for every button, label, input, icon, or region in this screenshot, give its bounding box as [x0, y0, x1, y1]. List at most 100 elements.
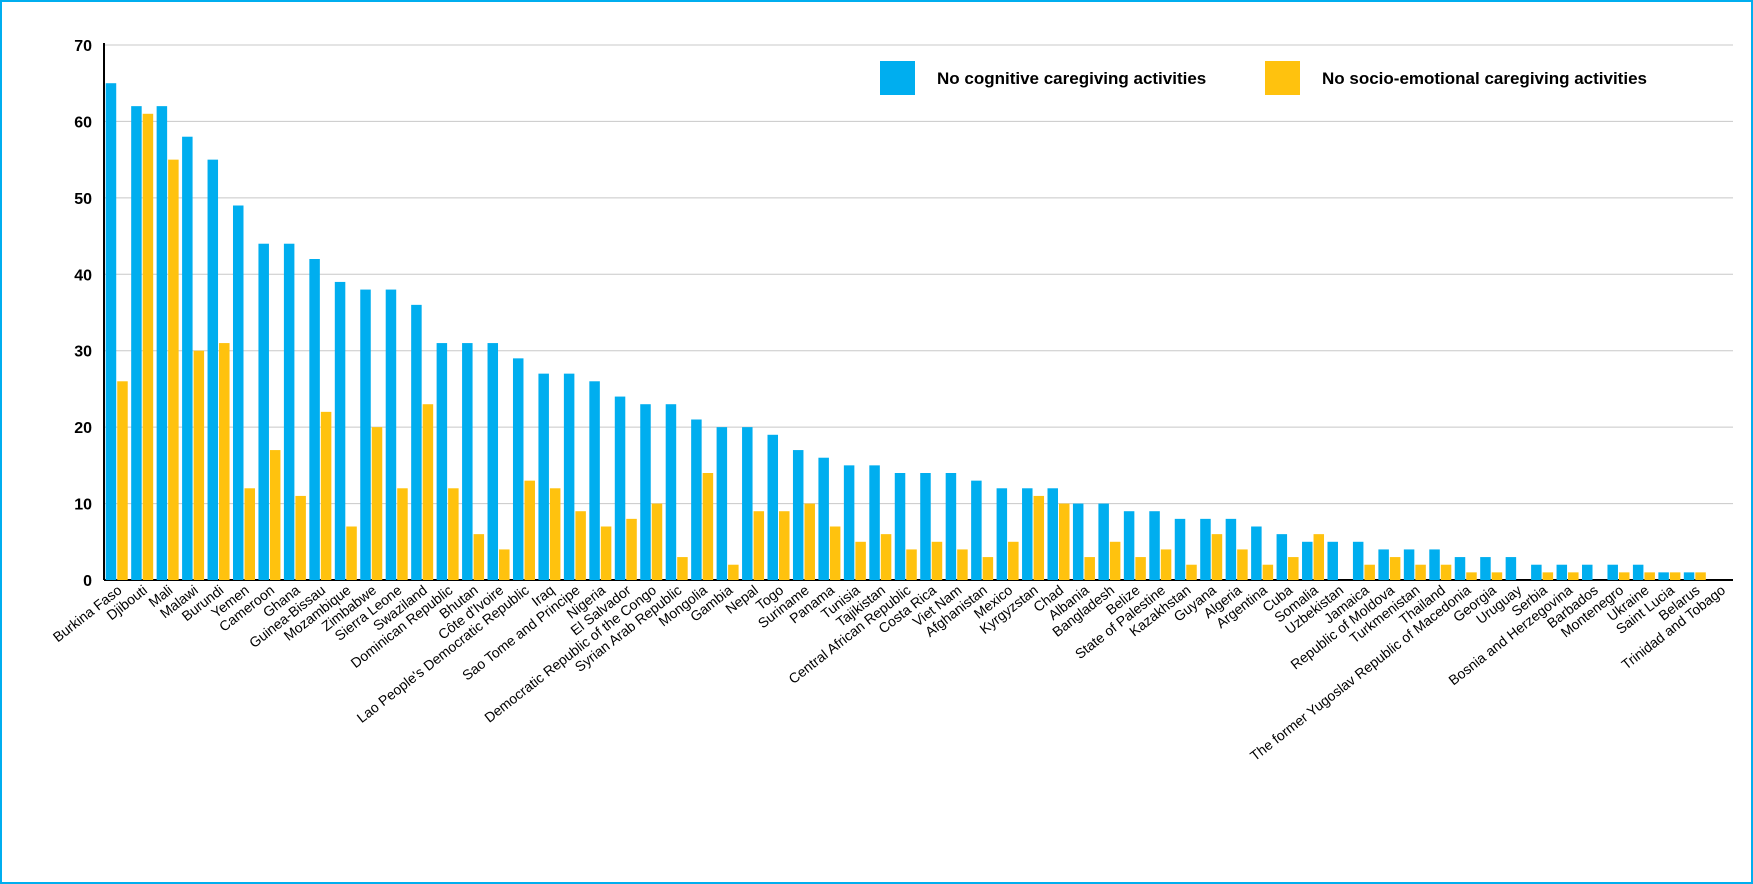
bar-cognitive — [563, 373, 575, 580]
bar-cognitive — [1505, 557, 1517, 580]
bar-cognitive — [691, 419, 702, 580]
bar-socio-emotional — [829, 526, 841, 580]
bar-socio-emotional — [244, 488, 255, 580]
bar-socio-emotional — [982, 557, 994, 580]
y-tick-label: 0 — [83, 573, 92, 590]
bar-cognitive — [1658, 572, 1669, 580]
bar-socio-emotional — [600, 526, 612, 580]
bar-socio-emotional — [1568, 572, 1579, 580]
bar-cognitive — [1582, 564, 1593, 580]
bar-socio-emotional — [931, 541, 943, 580]
bar-socio-emotional — [702, 473, 714, 580]
bar-socio-emotional — [1491, 572, 1503, 580]
bar-cognitive — [792, 450, 804, 580]
bar-cognitive — [258, 243, 269, 580]
bar-cognitive — [1454, 557, 1466, 580]
bar-socio-emotional — [1186, 564, 1197, 580]
y-tick-label: 50 — [74, 191, 92, 208]
bar-socio-emotional — [269, 450, 281, 580]
bar-cognitive — [283, 243, 295, 580]
bar-cognitive — [1225, 518, 1237, 580]
bar-socio-emotional — [1644, 572, 1655, 580]
bar-cognitive — [131, 106, 142, 581]
bar-socio-emotional — [1135, 557, 1146, 580]
bar-cognitive — [182, 136, 193, 580]
bar-socio-emotional — [1262, 564, 1274, 580]
bar-cognitive — [1149, 511, 1160, 580]
bar-socio-emotional — [1618, 572, 1630, 580]
bar-socio-emotional — [1313, 534, 1325, 580]
bar-cognitive — [996, 488, 1008, 580]
bar-cognitive — [207, 159, 219, 580]
bar-cognitive — [232, 205, 244, 580]
bar-socio-emotional — [1058, 503, 1070, 580]
bar-socio-emotional — [397, 488, 408, 580]
bar-cognitive — [843, 465, 855, 580]
bar-socio-emotional — [855, 541, 866, 580]
bar-socio-emotional — [448, 488, 459, 580]
legend-label: No cognitive caregiving activities — [937, 69, 1206, 88]
bar-cognitive — [512, 358, 524, 580]
bar-cognitive — [462, 343, 473, 580]
bar-socio-emotional — [499, 549, 510, 580]
bar-socio-emotional — [549, 488, 561, 580]
bar-cognitive — [665, 404, 677, 580]
bar-cognitive — [640, 404, 651, 580]
bar-cognitive — [334, 281, 346, 580]
bar-cognitive — [920, 473, 931, 580]
bar-socio-emotional — [779, 511, 790, 580]
bar-socio-emotional — [753, 511, 765, 580]
bar-socio-emotional — [1364, 564, 1375, 580]
y-tick-label: 70 — [74, 38, 92, 55]
bar-socio-emotional — [346, 526, 357, 580]
bar-cognitive — [1047, 488, 1058, 580]
bar-cognitive — [1352, 541, 1364, 580]
bar-cognitive — [1607, 564, 1618, 580]
bar-socio-emotional — [1288, 557, 1299, 580]
bar-cognitive — [436, 343, 448, 580]
bar-socio-emotional — [320, 411, 332, 580]
bar-socio-emotional — [1211, 534, 1223, 580]
bar-cognitive — [411, 304, 422, 580]
bar-socio-emotional — [371, 427, 383, 580]
bar-socio-emotional — [1669, 572, 1681, 580]
bar-socio-emotional — [473, 534, 485, 580]
bar-socio-emotional — [1160, 549, 1172, 580]
bar-socio-emotional — [524, 480, 535, 580]
bar-cognitive — [1123, 511, 1135, 580]
bar-cognitive — [1327, 541, 1338, 580]
bar-cognitive — [1403, 549, 1415, 580]
bar-cognitive — [1556, 564, 1568, 580]
legend-label: No socio-emotional caregiving activities — [1322, 69, 1647, 88]
bar-cognitive — [894, 473, 906, 580]
bar-cognitive — [1022, 488, 1033, 580]
bar-cognitive — [971, 480, 982, 580]
bar-socio-emotional — [880, 534, 892, 580]
bar-socio-emotional — [1389, 557, 1401, 580]
bar-cognitive — [716, 427, 728, 580]
bar-cognitive — [767, 434, 779, 580]
bar-socio-emotional — [1695, 572, 1706, 580]
bar-cognitive — [105, 83, 117, 580]
bar-socio-emotional — [906, 549, 917, 580]
bar-socio-emotional — [1008, 541, 1019, 580]
bar-socio-emotional — [651, 503, 663, 580]
bar-socio-emotional — [422, 404, 434, 580]
bar-socio-emotional — [575, 511, 586, 580]
bar-cognitive — [589, 381, 600, 580]
y-tick-label: 10 — [74, 497, 92, 514]
bar-socio-emotional — [728, 564, 739, 580]
y-tick-label: 30 — [74, 344, 92, 361]
bar-cognitive — [1302, 541, 1313, 580]
bar-socio-emotional — [295, 495, 306, 580]
bar-socio-emotional — [193, 350, 205, 580]
bar-cognitive — [360, 289, 371, 580]
bar-cognitive — [1098, 503, 1109, 580]
legend-swatch — [880, 61, 915, 95]
bar-socio-emotional — [957, 549, 968, 580]
bar-socio-emotional — [804, 503, 815, 580]
bar-cognitive — [1632, 564, 1644, 580]
bar-socio-emotional — [677, 557, 688, 580]
bar-cognitive — [1683, 572, 1695, 580]
